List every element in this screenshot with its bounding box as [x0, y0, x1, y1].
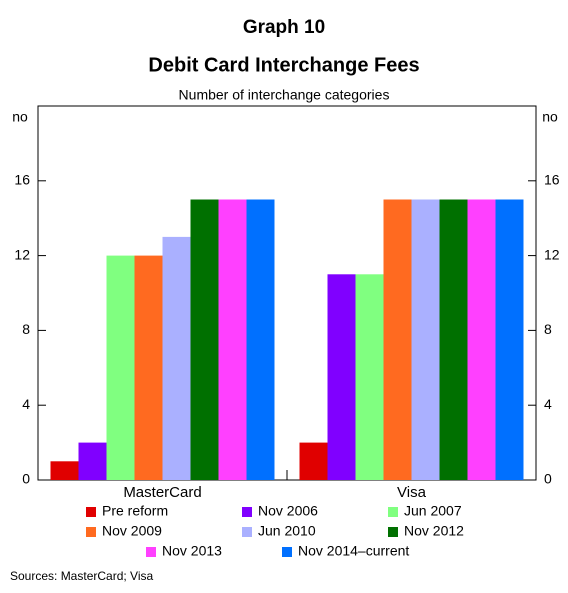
- y-tick-label: 12: [14, 246, 30, 262]
- y-tick-label: 16: [14, 172, 30, 188]
- legend-label: Jun 2010: [258, 523, 316, 539]
- bar: [106, 255, 135, 480]
- bar: [134, 255, 163, 480]
- legend-swatch: [86, 527, 96, 537]
- y2-tick-label: 4: [544, 396, 552, 412]
- legend-swatch: [242, 507, 252, 517]
- y2-tick-label: 0: [544, 471, 552, 487]
- legend-swatch: [86, 507, 96, 517]
- y-tick-label: 8: [22, 321, 30, 337]
- bar: [383, 199, 412, 480]
- bar: [218, 199, 247, 480]
- legend-swatch: [388, 507, 398, 517]
- legend-label: Pre reform: [102, 503, 168, 519]
- legend-swatch: [282, 547, 292, 557]
- legend-swatch: [388, 527, 398, 537]
- chart-title: Graph 10: [243, 17, 325, 38]
- bar: [78, 442, 107, 480]
- x-tick-label: MasterCard: [123, 484, 201, 501]
- legend-swatch: [242, 527, 252, 537]
- y-tick-label: 0: [22, 471, 30, 487]
- bar: [246, 199, 275, 480]
- legend-label: Nov 2009: [102, 523, 162, 539]
- bar: [327, 274, 356, 480]
- bar: [299, 442, 328, 480]
- legend-label: Jun 2007: [404, 503, 462, 519]
- bar: [50, 461, 79, 480]
- x-tick-label: Visa: [397, 484, 427, 501]
- y-tick-label: 4: [22, 396, 30, 412]
- legend-label: Nov 2006: [258, 503, 318, 519]
- chart-subtitle: Debit Card Interchange Fees: [148, 54, 419, 76]
- y2-tick-label: 16: [544, 172, 560, 188]
- source-note: Sources: MasterCard; Visa: [10, 569, 153, 583]
- y2-unit: no: [542, 109, 558, 125]
- y2-tick-label: 8: [544, 321, 552, 337]
- bar: [411, 199, 440, 480]
- bar: [439, 199, 468, 480]
- legend-swatch: [146, 547, 156, 557]
- bar: [162, 236, 191, 480]
- bar: [467, 199, 496, 480]
- bar: [495, 199, 524, 480]
- y-unit: no: [12, 109, 28, 125]
- legend-label: Nov 2012: [404, 523, 464, 539]
- bar: [355, 274, 384, 480]
- y-axis-label: Number of interchange categories: [179, 87, 390, 103]
- legend-label: Nov 2014–current: [298, 543, 409, 559]
- bar: [190, 199, 219, 480]
- legend-label: Nov 2013: [162, 543, 222, 559]
- y2-tick-label: 12: [544, 246, 560, 262]
